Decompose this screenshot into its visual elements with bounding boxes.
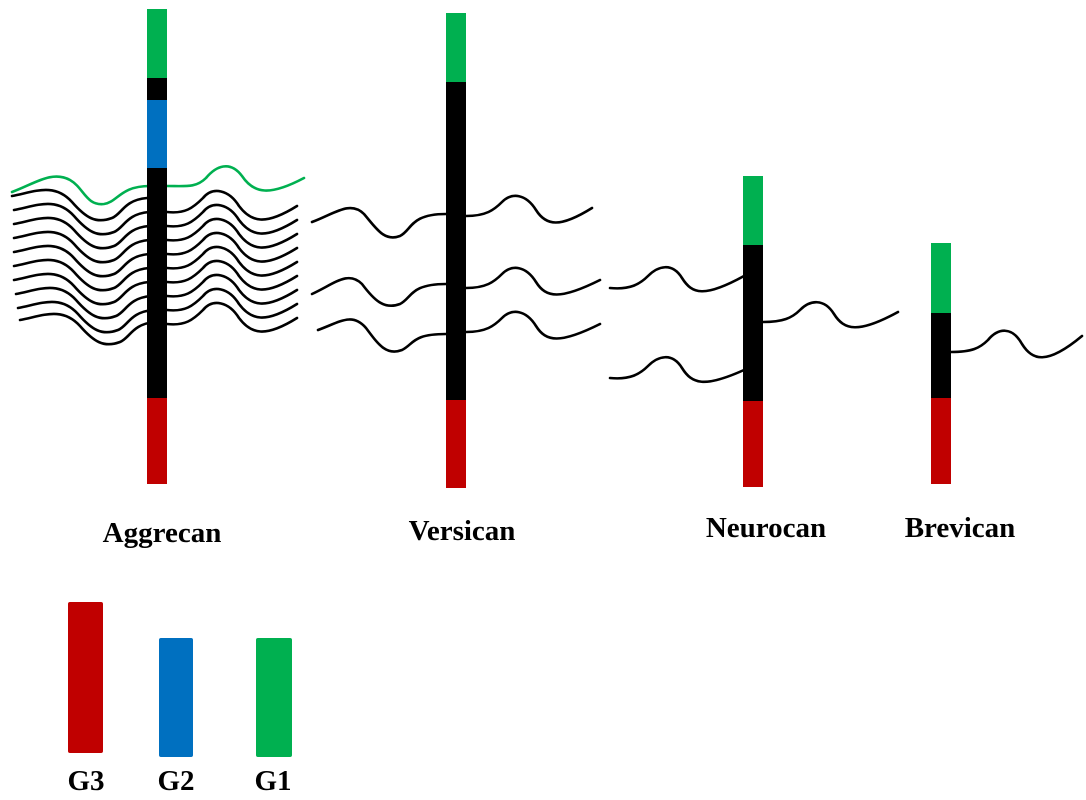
versican-g1-domain <box>446 13 466 82</box>
neurocan-g3-domain <box>743 401 763 487</box>
versican-core-protein <box>446 82 466 400</box>
label-neurocan: Neurocan <box>706 512 826 544</box>
molecule-aggrecan <box>10 9 306 484</box>
versican-chain-left-2 <box>310 276 448 307</box>
versican-chain-left-3 <box>316 318 448 353</box>
versican-chain-right-1 <box>464 194 594 224</box>
label-versican: Versican <box>409 515 516 547</box>
molecule-versican <box>310 13 602 488</box>
domain-legend: G3 G2 G1 <box>67 602 292 797</box>
versican-chain-left-1 <box>310 206 448 239</box>
aggrecan-chain-left-10 <box>18 312 157 346</box>
brevican-core-protein <box>931 313 951 398</box>
legend-g3-swatch <box>68 602 103 753</box>
neurocan-chain-right-1 <box>761 300 900 329</box>
legend-g1-swatch <box>256 638 292 757</box>
legend-g1-label: G1 <box>254 765 291 797</box>
neurocan-g1-domain <box>743 176 763 245</box>
aggrecan-g2-domain <box>147 100 167 168</box>
versican-chain-right-3 <box>464 310 602 340</box>
neurocan-core-protein <box>743 245 763 401</box>
neurocan-chain-left-2 <box>608 355 746 384</box>
aggrecan-g3-domain <box>147 398 167 484</box>
legend-g3-label: G3 <box>67 765 104 797</box>
versican-g3-domain <box>446 400 466 488</box>
neurocan-chain-left-1 <box>608 265 746 293</box>
brevican-g1-domain <box>931 243 951 313</box>
brevican-g3-domain <box>931 398 951 484</box>
label-brevican: Brevican <box>905 512 1016 544</box>
label-aggrecan: Aggrecan <box>103 517 222 549</box>
brevican-chain-right-1 <box>949 329 1084 359</box>
legend-g2-swatch <box>159 638 193 757</box>
aggrecan-chain-right-1 <box>165 189 299 221</box>
aggrecan-g1-domain <box>147 9 167 78</box>
legend-g2-label: G2 <box>157 765 194 797</box>
versican-chain-right-2 <box>464 266 602 296</box>
molecule-neurocan <box>608 176 900 487</box>
molecule-brevican <box>931 243 1084 484</box>
